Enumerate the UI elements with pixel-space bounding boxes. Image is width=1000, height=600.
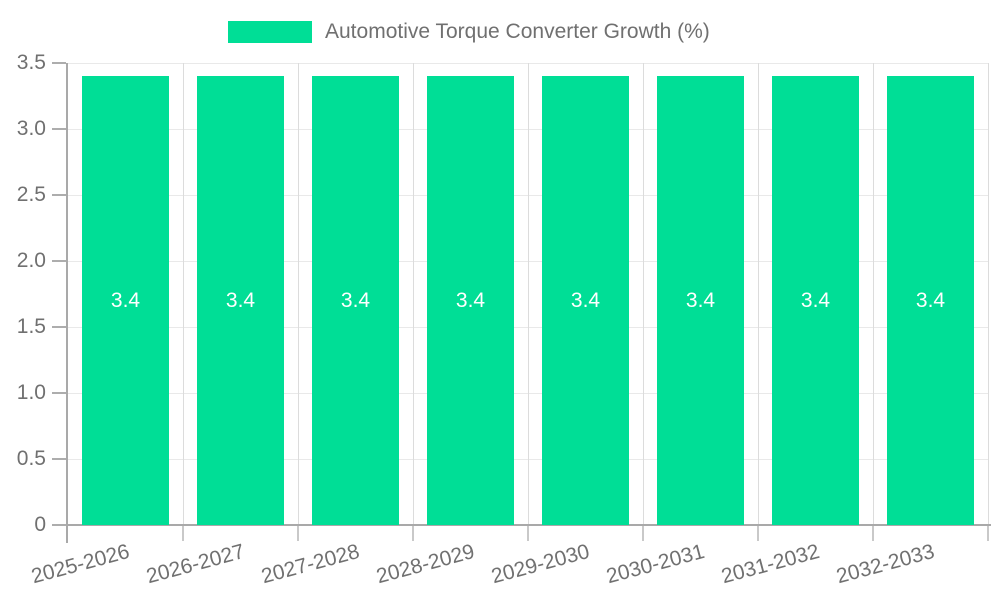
x-axis-tick xyxy=(412,525,414,541)
x-axis-category-label: 2031-2032 xyxy=(718,540,822,589)
y-axis-tick-label: 1.5 xyxy=(16,315,46,338)
bar[interactable] xyxy=(312,76,399,525)
x-axis-category-label: 2030-2031 xyxy=(603,540,707,589)
x-axis-tick xyxy=(182,525,184,541)
x-axis-tick xyxy=(527,525,529,541)
bar[interactable] xyxy=(197,76,284,525)
y-axis-tick xyxy=(52,128,66,130)
x-axis-tick xyxy=(872,525,874,541)
y-axis-tick-label: 0.5 xyxy=(16,447,46,470)
x-axis-tick xyxy=(987,525,989,541)
x-gridline xyxy=(297,63,299,525)
plot-area: 0 0.5 1.0 1.5 2.0 2.5 3.0 3.5 3.4 2025-2026 3.4 202… xyxy=(17,52,991,588)
x-gridline xyxy=(642,63,644,525)
y-axis-tick-label: 3.0 xyxy=(16,117,46,140)
y-axis-tick xyxy=(52,194,66,196)
y-axis-tick-label: 2.0 xyxy=(16,249,46,272)
legend-swatch-icon xyxy=(228,21,312,43)
x-axis-tick xyxy=(757,525,759,541)
bar[interactable] xyxy=(82,76,169,525)
y-axis-tick-label: 1.0 xyxy=(16,381,46,404)
bar[interactable] xyxy=(657,76,744,525)
y-axis-tick xyxy=(52,62,66,64)
x-axis-category-label: 2026-2027 xyxy=(143,540,247,589)
x-axis-tick xyxy=(642,525,644,541)
x-axis-category-label: 2028-2029 xyxy=(373,540,477,589)
y-axis-tick xyxy=(52,458,66,460)
x-gridline xyxy=(412,63,414,525)
y-axis-tick xyxy=(52,392,66,394)
x-axis-category-label: 2027-2028 xyxy=(258,540,362,589)
y-axis-tick-label: 3.5 xyxy=(16,51,46,74)
bar[interactable] xyxy=(887,76,974,525)
x-gridline xyxy=(757,63,759,525)
x-gridline xyxy=(987,63,989,525)
chart-legend-item[interactable]: Automotive Torque Converter Growth (%) xyxy=(228,20,710,44)
y-axis-line xyxy=(66,63,68,543)
y-axis-tick xyxy=(52,326,66,328)
bar[interactable] xyxy=(427,76,514,525)
x-axis-category-label: 2032-2033 xyxy=(833,540,937,589)
legend-label: Automotive Torque Converter Growth (%) xyxy=(325,20,710,43)
x-axis-line xyxy=(66,524,991,526)
y-axis-tick xyxy=(52,260,66,262)
bar[interactable] xyxy=(542,76,629,525)
x-gridline xyxy=(872,63,874,525)
x-axis-tick xyxy=(297,525,299,541)
bar[interactable] xyxy=(772,76,859,525)
y-axis-tick-label: 0 xyxy=(34,513,46,536)
x-gridline xyxy=(182,63,184,525)
x-axis-category-label: 2025-2026 xyxy=(28,540,132,589)
x-gridline xyxy=(527,63,529,525)
y-axis-tick xyxy=(52,524,66,526)
y-axis-tick-label: 2.5 xyxy=(16,183,46,206)
x-axis-category-label: 2029-2030 xyxy=(488,540,592,589)
